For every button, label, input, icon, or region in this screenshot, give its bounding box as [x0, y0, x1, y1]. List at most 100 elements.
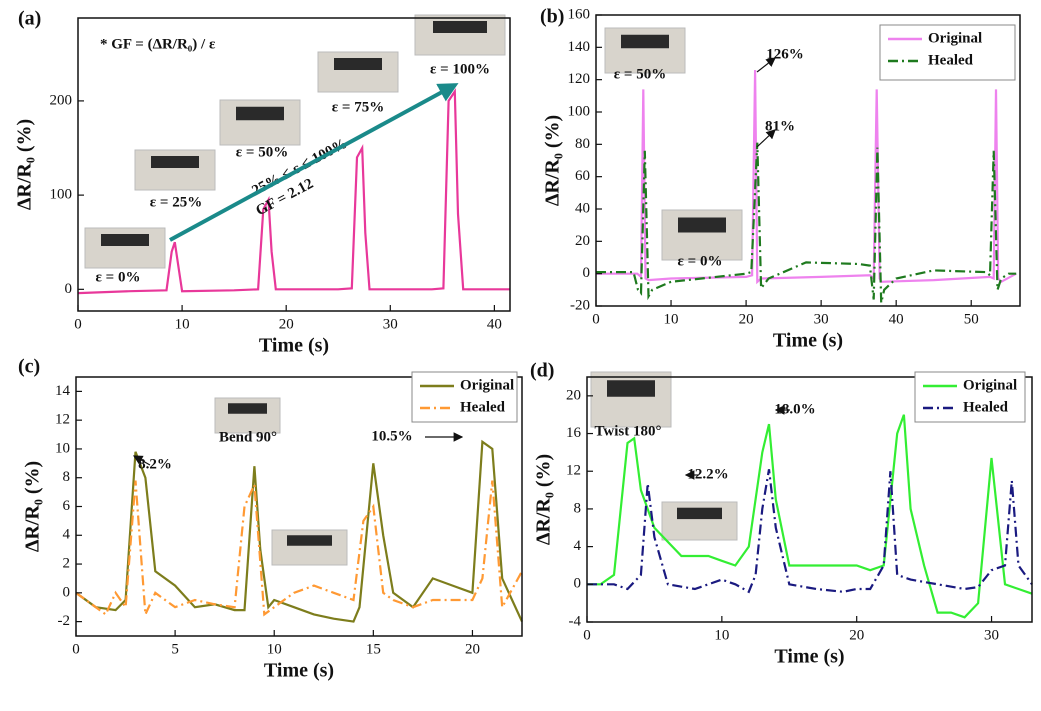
x-tick-label: 20 [849, 627, 864, 643]
data-line [77, 87, 510, 295]
x-tick-label: 5 [171, 641, 179, 657]
annotation: 81% [765, 118, 795, 134]
y-tick-label: 14 [55, 383, 71, 399]
inset-photo [317, 51, 399, 93]
x-tick-label: 0 [583, 627, 591, 643]
y-tick-label: 160 [568, 6, 591, 22]
y-tick-label: 200 [50, 92, 73, 108]
y-tick-label: 10 [55, 440, 70, 456]
annotation: ε = 50% [614, 66, 666, 82]
y-axis-title: ΔR/R₀ (%) [542, 115, 564, 206]
panel-label: (c) [18, 356, 40, 378]
legend-box [879, 24, 1016, 81]
plot-frame [77, 17, 511, 312]
legend-label: Original [928, 30, 982, 46]
y-tick-label: 6 [63, 498, 71, 514]
y-tick-label: 4 [574, 538, 582, 554]
y-tick-label: 80 [575, 136, 590, 152]
x-axis-title: Time (s) [264, 660, 334, 682]
y-axis-title: ΔR/R₀ (%) [14, 119, 36, 210]
inset-photo-detail [677, 507, 722, 520]
annotation: ε = 75% [332, 99, 384, 115]
panel: 0 10 20 30 40 50-20020406080100120140160Time … [540, 6, 1021, 352]
data-line [587, 469, 1033, 594]
annotation: 12.2% [687, 466, 728, 482]
legend-box [914, 371, 1026, 423]
y-axis-title: ΔR/R₀ (%) [533, 454, 555, 545]
x-tick-label: 20 [739, 311, 754, 327]
x-tick-label: 15 [366, 641, 381, 657]
y-tick-label: 40 [575, 200, 590, 216]
legend-label: Healed [460, 399, 506, 415]
y-tick-label: -4 [569, 613, 582, 629]
panel-label: (a) [18, 8, 41, 30]
x-tick-label: 20 [465, 641, 480, 657]
inset-photo-detail [433, 21, 487, 33]
x-axis-title: Time (s) [774, 646, 844, 668]
plot-frame [586, 376, 1033, 623]
data-line [596, 69, 1017, 285]
legend-box [411, 371, 518, 423]
data-line [587, 414, 1033, 619]
annotation: * GF = (ΔR/R₀) / ε [100, 36, 216, 52]
panel-label: (b) [540, 6, 564, 28]
inset-photo-detail [287, 535, 332, 546]
plot-frame [595, 14, 1021, 307]
arrow [132, 455, 151, 466]
y-tick-label: 16 [566, 425, 582, 441]
data-line [75, 480, 523, 617]
arrow [756, 129, 776, 148]
inset-photo-detail [607, 380, 655, 397]
x-tick-label: 0 [74, 316, 82, 332]
arrow [756, 57, 776, 73]
y-tick-label: 0 [65, 281, 73, 297]
y-axis-title: ΔR/R₀ (%) [22, 461, 44, 552]
y-tick-label: 8 [63, 469, 71, 485]
y-tick-label: -2 [58, 613, 71, 629]
arrow [169, 83, 459, 242]
annotation: ε = 50% [236, 144, 288, 160]
y-tick-label: 100 [568, 103, 591, 119]
y-tick-label: -20 [570, 297, 590, 313]
x-tick-label: 50 [964, 311, 979, 327]
y-tick-label: 0 [583, 265, 591, 281]
panel: 0 10 20 30 40 0 100 200 Time (s) ΔR/R₀ (%) (a) * GF… [14, 8, 511, 357]
x-tick-label: 30 [814, 311, 829, 327]
annotation: 8.2% [138, 456, 172, 472]
x-tick-label: 30 [383, 316, 398, 332]
inset-photo-detail [101, 234, 149, 246]
x-tick-label: 10 [267, 641, 282, 657]
y-tick-label: 60 [575, 168, 590, 184]
y-tick-label: 140 [568, 39, 591, 55]
inset-photo-detail [228, 403, 267, 414]
y-tick-label: 0 [574, 576, 582, 592]
x-tick-label: 30 [984, 627, 999, 643]
y-tick-label: 120 [568, 71, 591, 87]
annotation: 18.0% [774, 401, 815, 417]
y-tick-label: 2 [63, 555, 71, 571]
y-tick-label: 0 [63, 584, 71, 600]
inset-photo [414, 14, 506, 56]
x-tick-label: 40 [889, 311, 904, 327]
legend-label: Original [460, 377, 514, 393]
y-tick-label: 20 [575, 233, 590, 249]
x-tick-label: 0 [72, 641, 80, 657]
y-tick-label: 12 [55, 412, 70, 428]
inset-photo-detail [151, 156, 199, 168]
y-tick-label: 4 [63, 527, 71, 543]
inset-photo-detail [621, 34, 669, 49]
x-tick-label: 20 [279, 316, 294, 332]
x-tick-label: 10 [714, 627, 729, 643]
x-axis-title: Time (s) [773, 330, 843, 352]
legend-label: Original [963, 377, 1017, 393]
annotation: ε = 0% [678, 253, 723, 269]
inset-photo-detail [236, 106, 284, 121]
annotation: ε = 25% [150, 194, 202, 210]
x-tick-label: 10 [175, 316, 190, 332]
annotation: ε = 100% [430, 61, 490, 77]
legend-label: Healed [928, 52, 974, 68]
annotation: 10.5% [371, 428, 412, 444]
